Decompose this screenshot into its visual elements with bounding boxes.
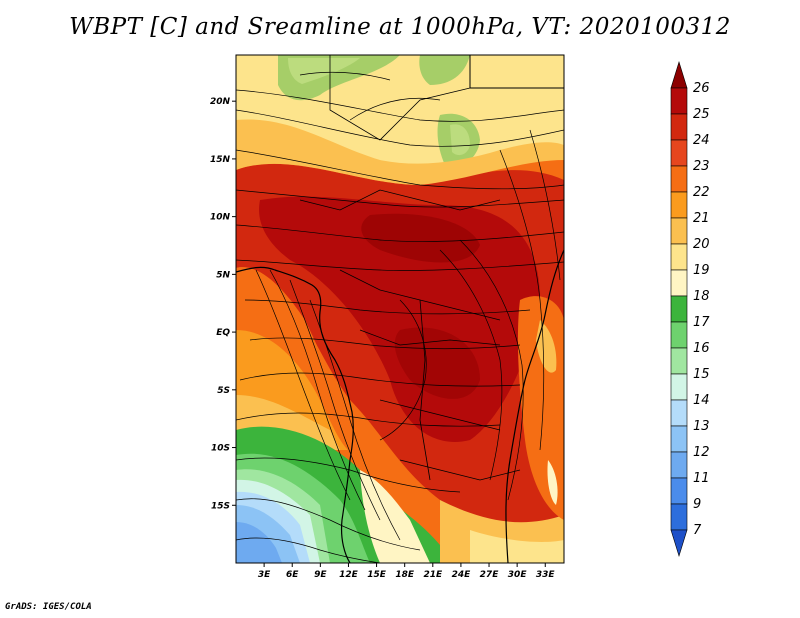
colorbar-segment (670, 529, 688, 558)
footer-credit: GrADS: IGES/COLA (5, 602, 92, 612)
colorbar-segment (670, 477, 688, 505)
colorbar-segment (670, 451, 688, 479)
lat-tick-label: 15N (210, 155, 231, 165)
country-borders (299, 55, 521, 481)
colorbar-label: 7 (693, 523, 702, 538)
map-title: WBPT [C] and Sreamline at 1000hPa, VT: 2… (69, 14, 731, 40)
colorbar-label: 26 (693, 81, 710, 96)
lon-tick-label: 21E (423, 570, 443, 580)
colorbar-segment (670, 399, 688, 427)
colorbar-segment (670, 425, 688, 453)
colorbar-label: 25 (693, 107, 710, 122)
coastline (236, 55, 564, 563)
colorbar-segment (670, 503, 688, 531)
colorbar-label: 17 (693, 315, 710, 330)
lat-tick-label: 10S (211, 444, 230, 454)
lon-tick-label: 12E (339, 570, 359, 580)
lat-tick-label: 5S (217, 386, 230, 396)
colorbar-label: 23 (693, 159, 710, 174)
colorbar-label: 24 (693, 133, 710, 148)
colorbar-segment (670, 373, 688, 401)
lat-tick-label: 15S (211, 501, 230, 511)
lon-tick-label: 6E (286, 570, 299, 580)
colorbar-segment (670, 321, 688, 349)
lat-tick-label: EQ (216, 328, 230, 338)
colorbar-segment (670, 113, 688, 141)
colorbar-segment (670, 243, 688, 271)
lon-tick-label: 24E (452, 570, 472, 580)
lon-tick-label: 18E (395, 570, 415, 580)
colorbar-label: 14 (693, 393, 710, 408)
colorbar-label: 19 (693, 263, 710, 278)
colorbar-segment (670, 60, 688, 89)
lon-tick-label: 27E (480, 570, 500, 580)
colorbar-label: 9 (693, 497, 701, 512)
colorbar-label: 12 (693, 445, 710, 460)
lat-tick-label: 10N (210, 213, 231, 223)
streamlines (236, 71, 564, 563)
colorbar-label: 22 (693, 185, 710, 200)
colorbar-segment (670, 217, 688, 245)
lon-tick-label: 33E (536, 570, 556, 580)
lon-tick-label: 9E (314, 570, 327, 580)
colorbar-segment (670, 269, 688, 297)
colorbar-segment (670, 139, 688, 167)
colorbar-segment (670, 87, 688, 115)
map-frame (235, 54, 565, 564)
colorbar-segment (670, 347, 688, 375)
colorbar-label: 18 (693, 289, 710, 304)
colorbar-segment (670, 165, 688, 193)
colorbar-label: 15 (693, 367, 710, 382)
lon-tick-label: 15E (367, 570, 387, 580)
colorbar-label: 20 (693, 237, 710, 252)
longitude-axis: 3E 6E 9E 12E 15E 18E 21E 24E 27E 30E 33E (258, 563, 556, 580)
lon-tick-label: 30E (508, 570, 528, 580)
colorbar-segment (670, 191, 688, 219)
wbpt-field (236, 55, 564, 563)
latitude-axis: 20N 15N 10N 5N EQ 5S 10S 15S (210, 97, 236, 511)
lat-tick-label: 5N (216, 270, 230, 280)
colorbar-label: 13 (693, 419, 710, 434)
colorbar-label: 16 (693, 341, 710, 356)
colorbar-segment (670, 295, 688, 323)
colorbar: 26 25 24 23 22 21 20 19 18 17 16 15 14 13 12 11 9 7 (670, 60, 710, 558)
lat-tick-label: 20N (210, 97, 231, 107)
lon-tick-label: 3E (258, 570, 271, 580)
colorbar-label: 11 (693, 471, 710, 486)
colorbar-label: 21 (693, 211, 710, 226)
